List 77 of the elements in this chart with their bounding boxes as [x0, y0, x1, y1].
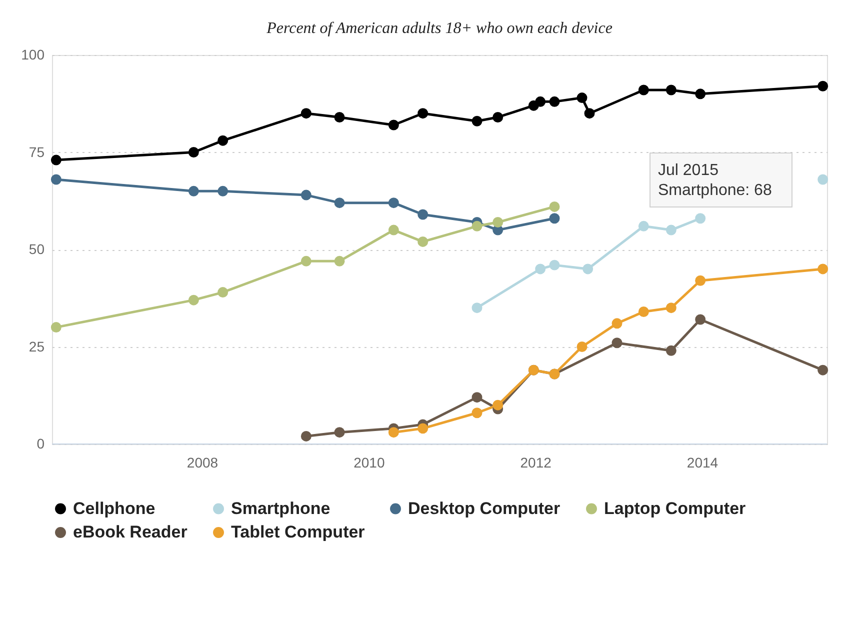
point: [584, 108, 595, 119]
point: [418, 423, 428, 434]
x-tick-label: 2008: [186, 454, 218, 470]
legend-label: Smartphone: [231, 498, 330, 518]
y-tick-label: 0: [36, 436, 45, 452]
point: [472, 220, 482, 232]
point: [818, 174, 828, 185]
annotation: Jul 2015 Smartphone: 68: [658, 162, 772, 199]
point: [418, 236, 428, 247]
point: [612, 338, 622, 348]
y-tick-label: 50: [28, 241, 45, 257]
point: [638, 306, 649, 317]
point: [549, 201, 560, 212]
point: [472, 302, 482, 314]
point: [492, 112, 504, 122]
point: [695, 275, 706, 286]
point: [576, 92, 588, 104]
point: [300, 190, 312, 200]
point: [388, 120, 399, 130]
point: [188, 186, 199, 196]
point: [50, 174, 62, 185]
point: [666, 84, 676, 96]
point: [666, 224, 676, 236]
point: [638, 220, 649, 232]
point: [50, 154, 62, 166]
point: [695, 88, 706, 100]
point: [612, 318, 622, 329]
point: [418, 209, 428, 220]
point: [492, 400, 504, 410]
x-tick-label: 2012: [520, 454, 552, 470]
point: [818, 364, 828, 376]
point: [472, 392, 482, 403]
point: [535, 264, 546, 274]
point: [218, 287, 228, 298]
legend-label: Laptop Computer: [604, 498, 746, 518]
point: [695, 213, 706, 224]
legend-label: Desktop Computer: [408, 498, 560, 518]
point: [818, 264, 828, 274]
point: [638, 84, 649, 96]
point: [472, 408, 482, 418]
point: [492, 217, 504, 228]
point: [535, 96, 546, 107]
point: [300, 108, 312, 119]
point: [334, 256, 345, 266]
point: [388, 198, 399, 208]
point: [549, 260, 560, 270]
point: [582, 264, 594, 274]
point: [300, 256, 312, 266]
point: [818, 80, 828, 92]
point: [666, 302, 676, 314]
legend-label: eBook Reader: [73, 522, 188, 542]
point: [218, 135, 228, 146]
y-tick-label: 75: [28, 144, 45, 160]
point: [50, 322, 62, 333]
point: [695, 314, 706, 325]
point: [549, 96, 560, 107]
point: [576, 342, 588, 352]
point: [334, 112, 345, 122]
y-tick-label: 25: [28, 338, 45, 354]
point: [472, 116, 482, 126]
point: [549, 213, 560, 224]
point: [388, 427, 399, 438]
legend-label: Tablet Computer: [231, 522, 366, 542]
point: [388, 224, 399, 236]
point: [188, 294, 199, 306]
point: [666, 345, 676, 356]
point: [418, 108, 428, 119]
point: [300, 430, 312, 442]
chart-title: Percent of American adults 18+ who own each device: [266, 20, 612, 37]
y-tick-label: 100: [21, 46, 45, 62]
point: [334, 427, 345, 438]
x-tick-label: 2014: [686, 454, 718, 470]
x-tick-label: 2010: [354, 454, 385, 470]
point: [218, 186, 228, 196]
point: [334, 198, 345, 208]
point: [188, 147, 199, 158]
legend-label: Cellphone: [73, 498, 156, 518]
